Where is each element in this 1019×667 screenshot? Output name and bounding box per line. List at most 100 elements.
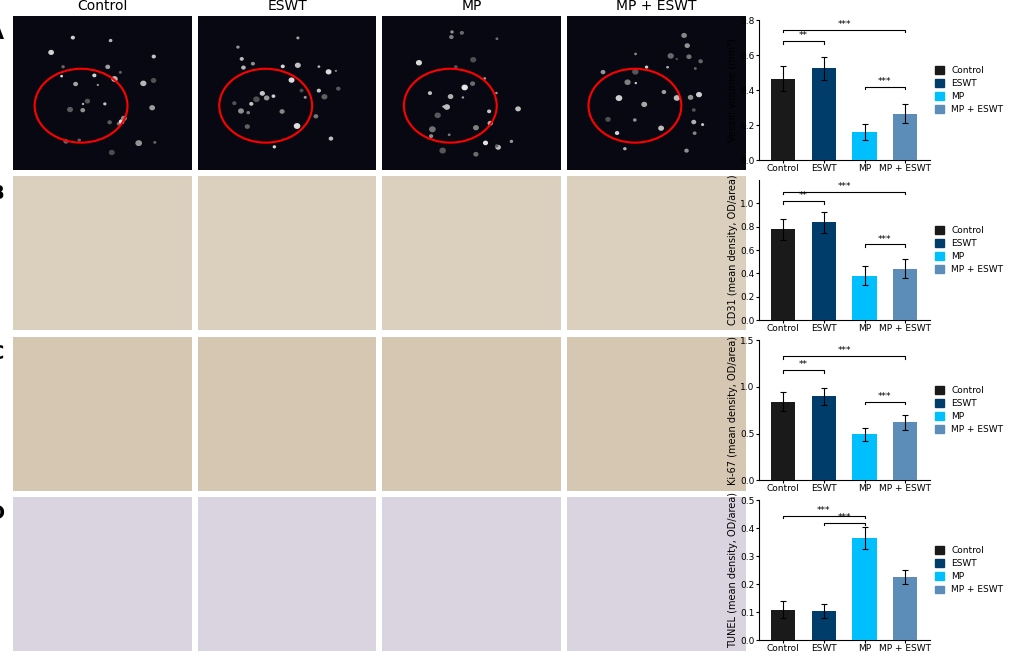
Circle shape	[487, 110, 490, 113]
Circle shape	[247, 111, 249, 113]
Circle shape	[121, 117, 126, 120]
Bar	[811, 611, 836, 640]
Circle shape	[280, 110, 283, 113]
Circle shape	[150, 106, 154, 109]
Circle shape	[435, 113, 439, 117]
Circle shape	[483, 78, 485, 79]
Circle shape	[260, 92, 264, 95]
Circle shape	[317, 89, 320, 92]
Circle shape	[462, 97, 463, 98]
Circle shape	[685, 44, 689, 47]
Y-axis label: CD31 (mean density, OD/area): CD31 (mean density, OD/area)	[727, 175, 737, 325]
Circle shape	[448, 134, 449, 135]
Circle shape	[294, 124, 300, 128]
Circle shape	[429, 127, 435, 131]
Bar	[893, 113, 917, 160]
Circle shape	[273, 146, 275, 147]
Y-axis label: Vessel volume (mm³): Vessel volume (mm³)	[727, 38, 737, 142]
Circle shape	[645, 66, 647, 68]
Circle shape	[516, 107, 520, 111]
Circle shape	[615, 96, 621, 100]
Circle shape	[471, 57, 475, 62]
Circle shape	[691, 121, 695, 123]
Circle shape	[62, 66, 64, 67]
Bar	[770, 79, 795, 160]
Circle shape	[119, 71, 121, 73]
Circle shape	[696, 93, 701, 97]
Circle shape	[442, 106, 443, 107]
Circle shape	[693, 132, 695, 134]
Bar	[852, 276, 876, 320]
Circle shape	[687, 55, 690, 59]
Circle shape	[112, 77, 117, 81]
Text: **: **	[798, 191, 807, 200]
Text: MP: MP	[461, 0, 481, 13]
Text: B: B	[0, 184, 4, 203]
Circle shape	[73, 83, 77, 85]
Circle shape	[318, 66, 319, 67]
Text: Control: Control	[77, 0, 127, 13]
Bar	[770, 402, 795, 480]
Circle shape	[667, 54, 673, 58]
Y-axis label: TUNEL (mean density, OD/area): TUNEL (mean density, OD/area)	[727, 492, 737, 648]
Circle shape	[462, 85, 467, 89]
Circle shape	[281, 65, 283, 67]
Circle shape	[104, 103, 106, 105]
Circle shape	[495, 38, 497, 39]
Circle shape	[428, 92, 431, 94]
Circle shape	[254, 97, 259, 101]
Circle shape	[666, 67, 667, 68]
Bar	[893, 422, 917, 480]
Circle shape	[240, 58, 243, 60]
Text: ***: ***	[877, 392, 891, 401]
Legend: Control, ESWT, MP, MP + ESWT: Control, ESWT, MP, MP + ESWT	[933, 546, 1002, 594]
Bar	[852, 132, 876, 160]
Circle shape	[141, 81, 146, 85]
Bar	[852, 434, 876, 480]
Circle shape	[109, 39, 112, 41]
Circle shape	[474, 153, 477, 156]
Text: **: **	[798, 360, 807, 370]
Circle shape	[701, 124, 703, 125]
Circle shape	[152, 79, 156, 82]
Circle shape	[439, 148, 445, 153]
Circle shape	[119, 120, 123, 123]
Circle shape	[64, 140, 68, 143]
Circle shape	[488, 121, 492, 125]
Circle shape	[252, 63, 254, 65]
Circle shape	[250, 103, 253, 105]
Circle shape	[448, 95, 452, 98]
Circle shape	[336, 87, 339, 90]
Circle shape	[246, 125, 249, 128]
Text: D: D	[0, 504, 4, 524]
Circle shape	[685, 149, 688, 152]
Circle shape	[152, 55, 155, 58]
Text: **: **	[798, 31, 807, 40]
Circle shape	[61, 75, 62, 77]
Circle shape	[300, 89, 303, 91]
Text: ***: ***	[837, 20, 850, 29]
Circle shape	[314, 115, 317, 118]
Circle shape	[429, 135, 432, 137]
Circle shape	[154, 141, 156, 143]
Circle shape	[93, 74, 96, 77]
Circle shape	[483, 141, 487, 145]
Bar	[811, 222, 836, 320]
Circle shape	[232, 102, 235, 105]
Circle shape	[688, 95, 692, 99]
Bar	[893, 577, 917, 640]
Circle shape	[694, 68, 695, 69]
Circle shape	[49, 51, 53, 54]
Circle shape	[117, 123, 120, 125]
Text: ***: ***	[837, 513, 850, 522]
Legend: Control, ESWT, MP, MP + ESWT: Control, ESWT, MP, MP + ESWT	[933, 226, 1002, 274]
Circle shape	[86, 99, 90, 103]
Circle shape	[67, 107, 72, 111]
Circle shape	[236, 46, 238, 48]
Circle shape	[495, 145, 499, 149]
Circle shape	[601, 71, 604, 73]
Circle shape	[322, 95, 326, 99]
Circle shape	[674, 96, 679, 100]
Circle shape	[692, 109, 694, 111]
Circle shape	[450, 31, 452, 33]
